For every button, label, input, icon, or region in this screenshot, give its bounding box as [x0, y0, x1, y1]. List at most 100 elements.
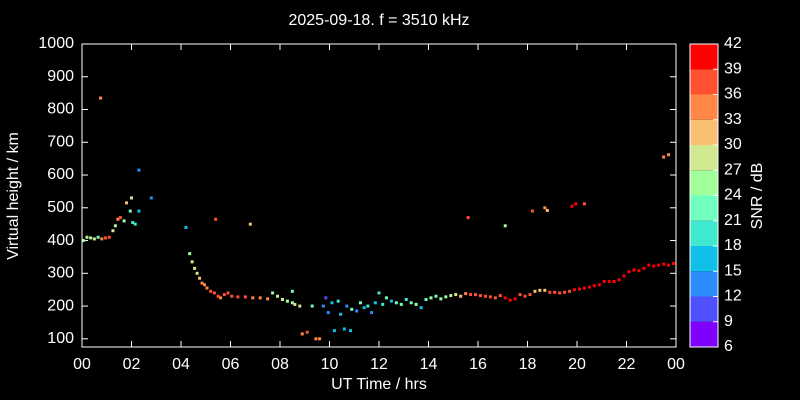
data-point — [100, 237, 104, 241]
data-point — [362, 306, 366, 310]
data-point — [419, 306, 423, 310]
data-point — [558, 291, 562, 295]
data-point — [118, 216, 122, 220]
data-point — [214, 217, 218, 221]
data-point — [326, 311, 330, 315]
data-point — [545, 208, 549, 212]
data-point — [474, 293, 478, 297]
data-point — [111, 229, 115, 233]
data-point — [667, 153, 671, 157]
data-point — [236, 295, 240, 299]
data-point — [439, 297, 443, 301]
colorbar-segment — [690, 321, 718, 347]
x-tick-label: 22 — [618, 356, 636, 373]
y-tick-label: 1000 — [38, 35, 74, 52]
x-tick-label: 12 — [370, 356, 388, 373]
data-point — [444, 295, 448, 299]
x-tick-label: 08 — [271, 356, 289, 373]
data-point — [582, 202, 586, 206]
data-point — [81, 239, 85, 243]
chart-title: 2025-09-18. f = 3510 kHz — [288, 12, 469, 29]
data-point — [508, 298, 512, 302]
data-point — [518, 293, 522, 297]
data-point — [149, 196, 153, 200]
data-point — [414, 302, 418, 306]
data-point — [293, 302, 297, 306]
data-point — [662, 262, 666, 266]
x-tick-label: 10 — [321, 356, 339, 373]
colorbar-segment — [690, 271, 718, 297]
colorbar-segment — [690, 296, 718, 322]
data-point — [336, 299, 340, 303]
data-point — [577, 287, 581, 291]
y-tick-label: 500 — [47, 199, 74, 216]
data-point — [209, 289, 213, 293]
data-point — [226, 291, 230, 295]
data-point — [548, 290, 552, 294]
data-point — [190, 260, 194, 264]
data-point — [449, 294, 453, 298]
colorbar-tick-label: 24 — [724, 187, 742, 204]
data-point — [280, 298, 284, 302]
data-point — [104, 236, 108, 240]
data-point — [99, 96, 103, 100]
data-point — [285, 299, 289, 303]
data-point — [195, 271, 199, 275]
data-point — [373, 301, 377, 305]
data-point — [637, 269, 641, 273]
data-point — [553, 290, 557, 294]
data-point — [243, 295, 247, 299]
x-axis-label: UT Time / hrs — [331, 376, 427, 393]
data-point — [125, 201, 129, 205]
y-tick-label: 600 — [47, 166, 74, 183]
y-tick-label: 800 — [47, 101, 74, 118]
data-point — [188, 252, 192, 256]
data-point — [399, 302, 403, 306]
data-point — [627, 270, 631, 274]
data-point — [107, 235, 111, 239]
data-point — [266, 297, 270, 301]
data-point — [314, 337, 318, 341]
colorbar-tick-label: 12 — [724, 288, 742, 305]
data-point — [647, 263, 651, 267]
data-point — [131, 221, 135, 225]
data-point — [290, 301, 294, 305]
data-point — [523, 294, 527, 298]
data-point — [350, 307, 354, 311]
data-point — [528, 293, 532, 297]
data-point — [657, 263, 661, 267]
x-tick-label: 18 — [519, 356, 537, 373]
data-point — [563, 290, 567, 294]
data-point — [377, 291, 381, 295]
data-point — [672, 261, 676, 265]
data-point — [513, 297, 517, 301]
data-point — [503, 296, 507, 300]
data-point — [543, 206, 547, 210]
data-point — [459, 294, 463, 298]
data-point — [198, 276, 202, 280]
data-point — [389, 299, 393, 303]
data-point — [345, 304, 349, 308]
data-point — [582, 286, 586, 290]
y-axis-label: Virtual height / km — [5, 132, 22, 260]
x-tick-label: 16 — [469, 356, 487, 373]
colorbar-segment — [690, 44, 718, 70]
data-point — [493, 296, 497, 300]
data-point — [574, 202, 578, 206]
data-point — [464, 292, 468, 296]
colorbar-tick-label: 15 — [724, 262, 742, 279]
colorbar-tick-label: 33 — [724, 111, 742, 128]
data-point — [96, 235, 100, 239]
data-point — [290, 289, 294, 293]
data-point — [587, 285, 591, 289]
x-tick-label: 00 — [667, 356, 685, 373]
data-point — [324, 296, 328, 300]
colorbar-tick-label: 18 — [724, 237, 742, 254]
data-point — [130, 196, 133, 200]
x-tick-label: 06 — [222, 356, 240, 373]
data-point — [318, 337, 322, 341]
data-point — [330, 301, 334, 305]
data-point — [85, 235, 89, 239]
data-point — [632, 268, 636, 272]
